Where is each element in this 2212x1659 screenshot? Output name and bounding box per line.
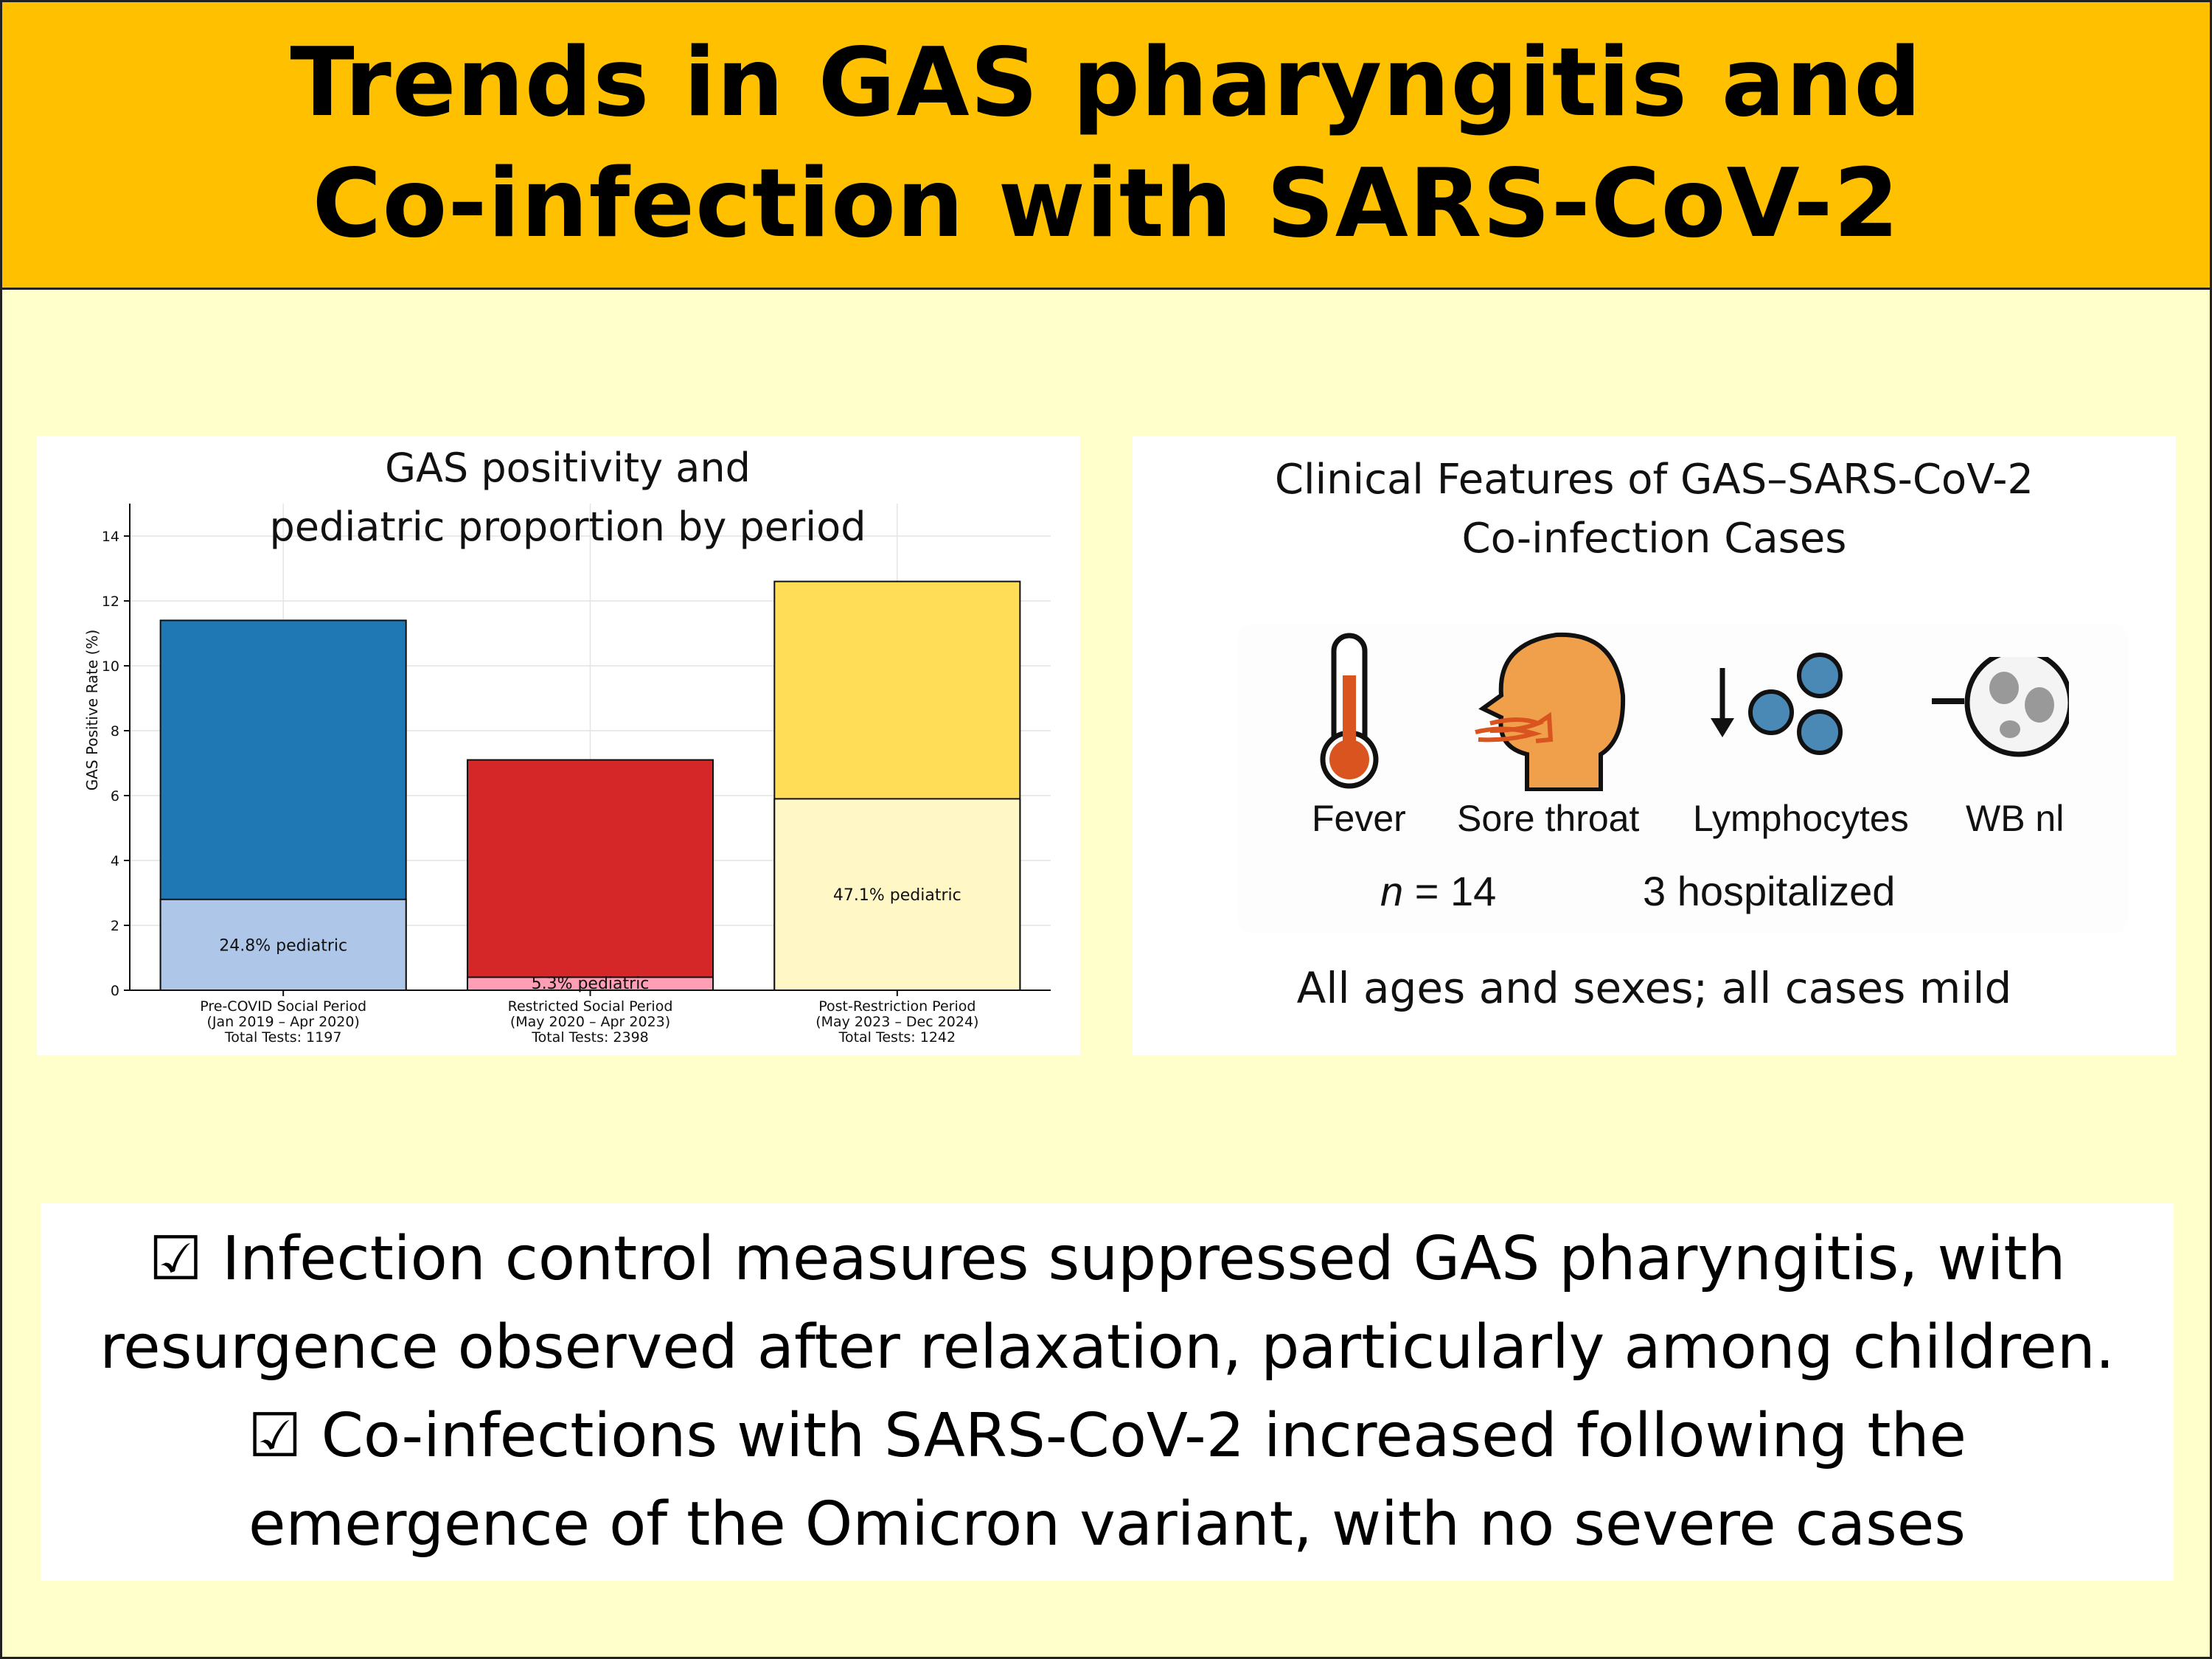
pediatric-label: 47.1% pediatric xyxy=(833,886,961,905)
y-axis-label: GAS Positive Rate (%) xyxy=(83,630,101,791)
clinical-footnote: All ages and sexes; all cases mild xyxy=(1296,963,2012,1013)
title-line-2: Co-infection with SARS-CoV-2 xyxy=(312,149,1900,259)
summary-line-2: resurgence observed after relaxation, pa… xyxy=(100,1312,2115,1382)
wbc-icon xyxy=(1932,657,2069,757)
y-tick-label: 6 xyxy=(111,788,119,804)
x-tick-label: (May 2023 – Dec 2024) xyxy=(815,1014,978,1030)
throat-icon xyxy=(1475,632,1626,791)
thermometer-icon xyxy=(1320,633,1379,789)
x-tick-label: (Jan 2019 – Apr 2020) xyxy=(206,1014,359,1030)
x-tick-label: Total Tests: 1197 xyxy=(224,1029,342,1046)
x-tick-label: Total Tests: 2398 xyxy=(531,1029,649,1046)
summary-line-3: ☑ Co-infections with SARS-CoV-2 increase… xyxy=(248,1401,1966,1471)
header-banner: Trends in GAS pharyngitis and Co-infecti… xyxy=(0,0,2212,290)
bar-total xyxy=(466,759,714,991)
summary-panel: ☑ Infection control measures suppressed … xyxy=(41,1203,2174,1581)
y-tick-label: 4 xyxy=(111,853,119,869)
y-tick-label: 8 xyxy=(111,723,119,740)
chart-panel: 24.8% pediatric 5.3% pediatric 47.1% pedia… xyxy=(37,436,1080,1055)
lymphocytes-icon xyxy=(1711,653,1843,755)
icon-label-fever: Fever xyxy=(1312,798,1406,839)
y-tick-label: 12 xyxy=(102,594,119,610)
hospitalized-count: 3 hospitalized xyxy=(1643,868,1896,914)
x-tick-label: Pre-COVID Social Period xyxy=(200,998,366,1015)
clinical-title-line-2: Co-infection Cases xyxy=(1461,515,1847,563)
y-tick-label: 10 xyxy=(102,658,119,675)
summary-line-1: ☑ Infection control measures suppressed … xyxy=(148,1224,2066,1294)
summary-line-4: emergence of the Omicron variant, with n… xyxy=(248,1489,1966,1559)
y-tick-label: 0 xyxy=(111,983,119,999)
bar-pediatric xyxy=(159,898,407,991)
icon-label-wbc: WB nl xyxy=(1966,798,2065,839)
chart-title-line-2: pediatric proportion by period xyxy=(270,504,866,550)
icon-label-sore-throat: Sore throat xyxy=(1457,798,1640,839)
y-tick-label: 14 xyxy=(102,529,119,545)
bar-pediatric xyxy=(773,798,1021,991)
pediatric-label: 24.8% pediatric xyxy=(219,936,347,955)
clinical-title: Clinical Features of GAS–SARS-CoV-2 Co-i… xyxy=(1133,451,2176,568)
x-tick-label: Restricted Social Period xyxy=(508,998,673,1015)
icon-label-lymphocytes: Lymphocytes xyxy=(1693,798,1909,839)
n-symbol: n xyxy=(1380,868,1404,914)
x-tick-label: Total Tests: 1242 xyxy=(838,1029,956,1046)
title-line-1: Trends in GAS pharyngitis and xyxy=(290,28,1922,138)
x-tick-label: (May 2020 – Apr 2023) xyxy=(510,1014,670,1030)
clinical-features-panel: Clinical Features of GAS–SARS-CoV-2 Co-i… xyxy=(1133,436,2176,1055)
n-value: = 14 xyxy=(1414,868,1497,914)
x-tick-label: Post-Restriction Period xyxy=(818,998,975,1015)
clinical-title-line-1: Clinical Features of GAS–SARS-CoV-2 xyxy=(1274,456,2034,504)
chart-title-line-1: GAS positivity and xyxy=(385,445,751,491)
n-count: n = 14 xyxy=(1380,867,1496,915)
y-tick-label: 2 xyxy=(111,918,119,934)
